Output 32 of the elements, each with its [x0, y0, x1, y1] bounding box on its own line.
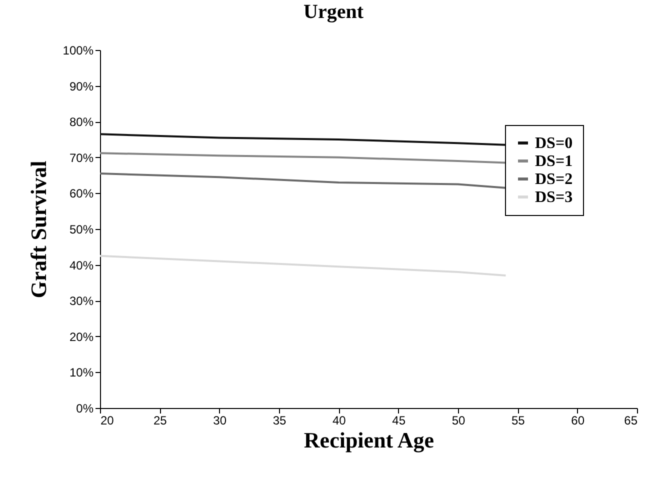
x-tick-label: 30: [213, 414, 227, 428]
line-series: [99, 172, 507, 189]
y-tick-label: 90%: [69, 79, 94, 94]
y-tick-label: 80%: [69, 115, 94, 130]
x-tick-label: 45: [392, 414, 406, 428]
legend-label: DS=1: [535, 153, 573, 170]
chart-title: Urgent: [304, 1, 364, 23]
y-axis-title: Graft Survival: [26, 160, 51, 298]
y-tick-label: 30%: [69, 294, 94, 308]
x-tick-label: 55: [511, 414, 526, 428]
x-tick-label: 65: [624, 414, 638, 428]
y-tick-label: 40%: [69, 258, 94, 272]
y-tick-label: 100%: [62, 44, 94, 58]
x-tick-label: 35: [272, 414, 286, 428]
legend-label: DS=0: [535, 135, 573, 152]
line-series: [99, 152, 507, 164]
y-tick-label: 50%: [69, 222, 94, 236]
y-tick-label: 10%: [69, 366, 94, 380]
x-axis-title: Recipient Age: [304, 428, 434, 452]
y-tick-label: 20%: [69, 330, 94, 344]
x-tick-label: 50: [452, 414, 466, 428]
x-tick-label: 40: [332, 414, 346, 428]
y-tick-label: 70%: [69, 150, 94, 165]
y-tick-label: 0%: [76, 402, 94, 416]
line-series: [99, 133, 507, 146]
legend-label: DS=3: [535, 189, 573, 206]
line-series: [99, 254, 507, 277]
legend-label: DS=2: [535, 171, 573, 188]
x-tick-label: 25: [153, 414, 168, 428]
x-tick-label: 60: [571, 414, 585, 428]
y-tick-label: 60%: [69, 186, 94, 201]
x-tick-label: 20: [100, 414, 114, 428]
